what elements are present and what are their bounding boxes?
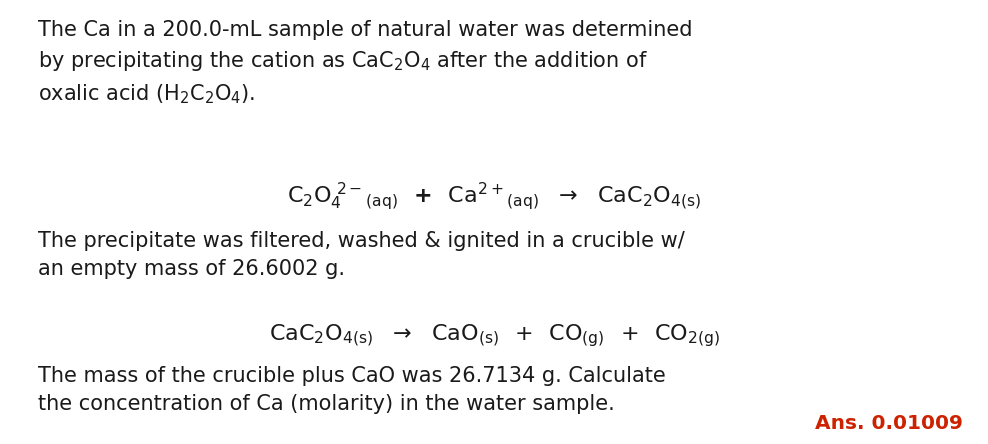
Text: The precipitate was filtered, washed & ignited in a crucible w/
an empty mass of: The precipitate was filtered, washed & i… [38,231,685,279]
Text: $\mathrm{CaC_2O_{4(s)}}$  $\rightarrow$  $\mathrm{CaO_{(s)}}$  $+$  $\mathrm{CO_: $\mathrm{CaC_2O_{4(s)}}$ $\rightarrow$ $… [269,322,719,349]
Text: The Ca in a 200.0-mL sample of natural water was determined
by precipitating the: The Ca in a 200.0-mL sample of natural w… [38,20,692,106]
Text: $\mathrm{C_2O_4^{\ 2-}{}_{(aq)}}$  +  $\mathrm{Ca^{2+}{}_{(aq)}}$  $\rightarrow$: $\mathrm{C_2O_4^{\ 2-}{}_{(aq)}}$ + $\ma… [287,180,701,212]
Text: The mass of the crucible plus CaO was 26.7134 g. Calculate
the concentration of : The mass of the crucible plus CaO was 26… [38,366,665,414]
Text: Ans. 0.01009: Ans. 0.01009 [815,414,963,433]
